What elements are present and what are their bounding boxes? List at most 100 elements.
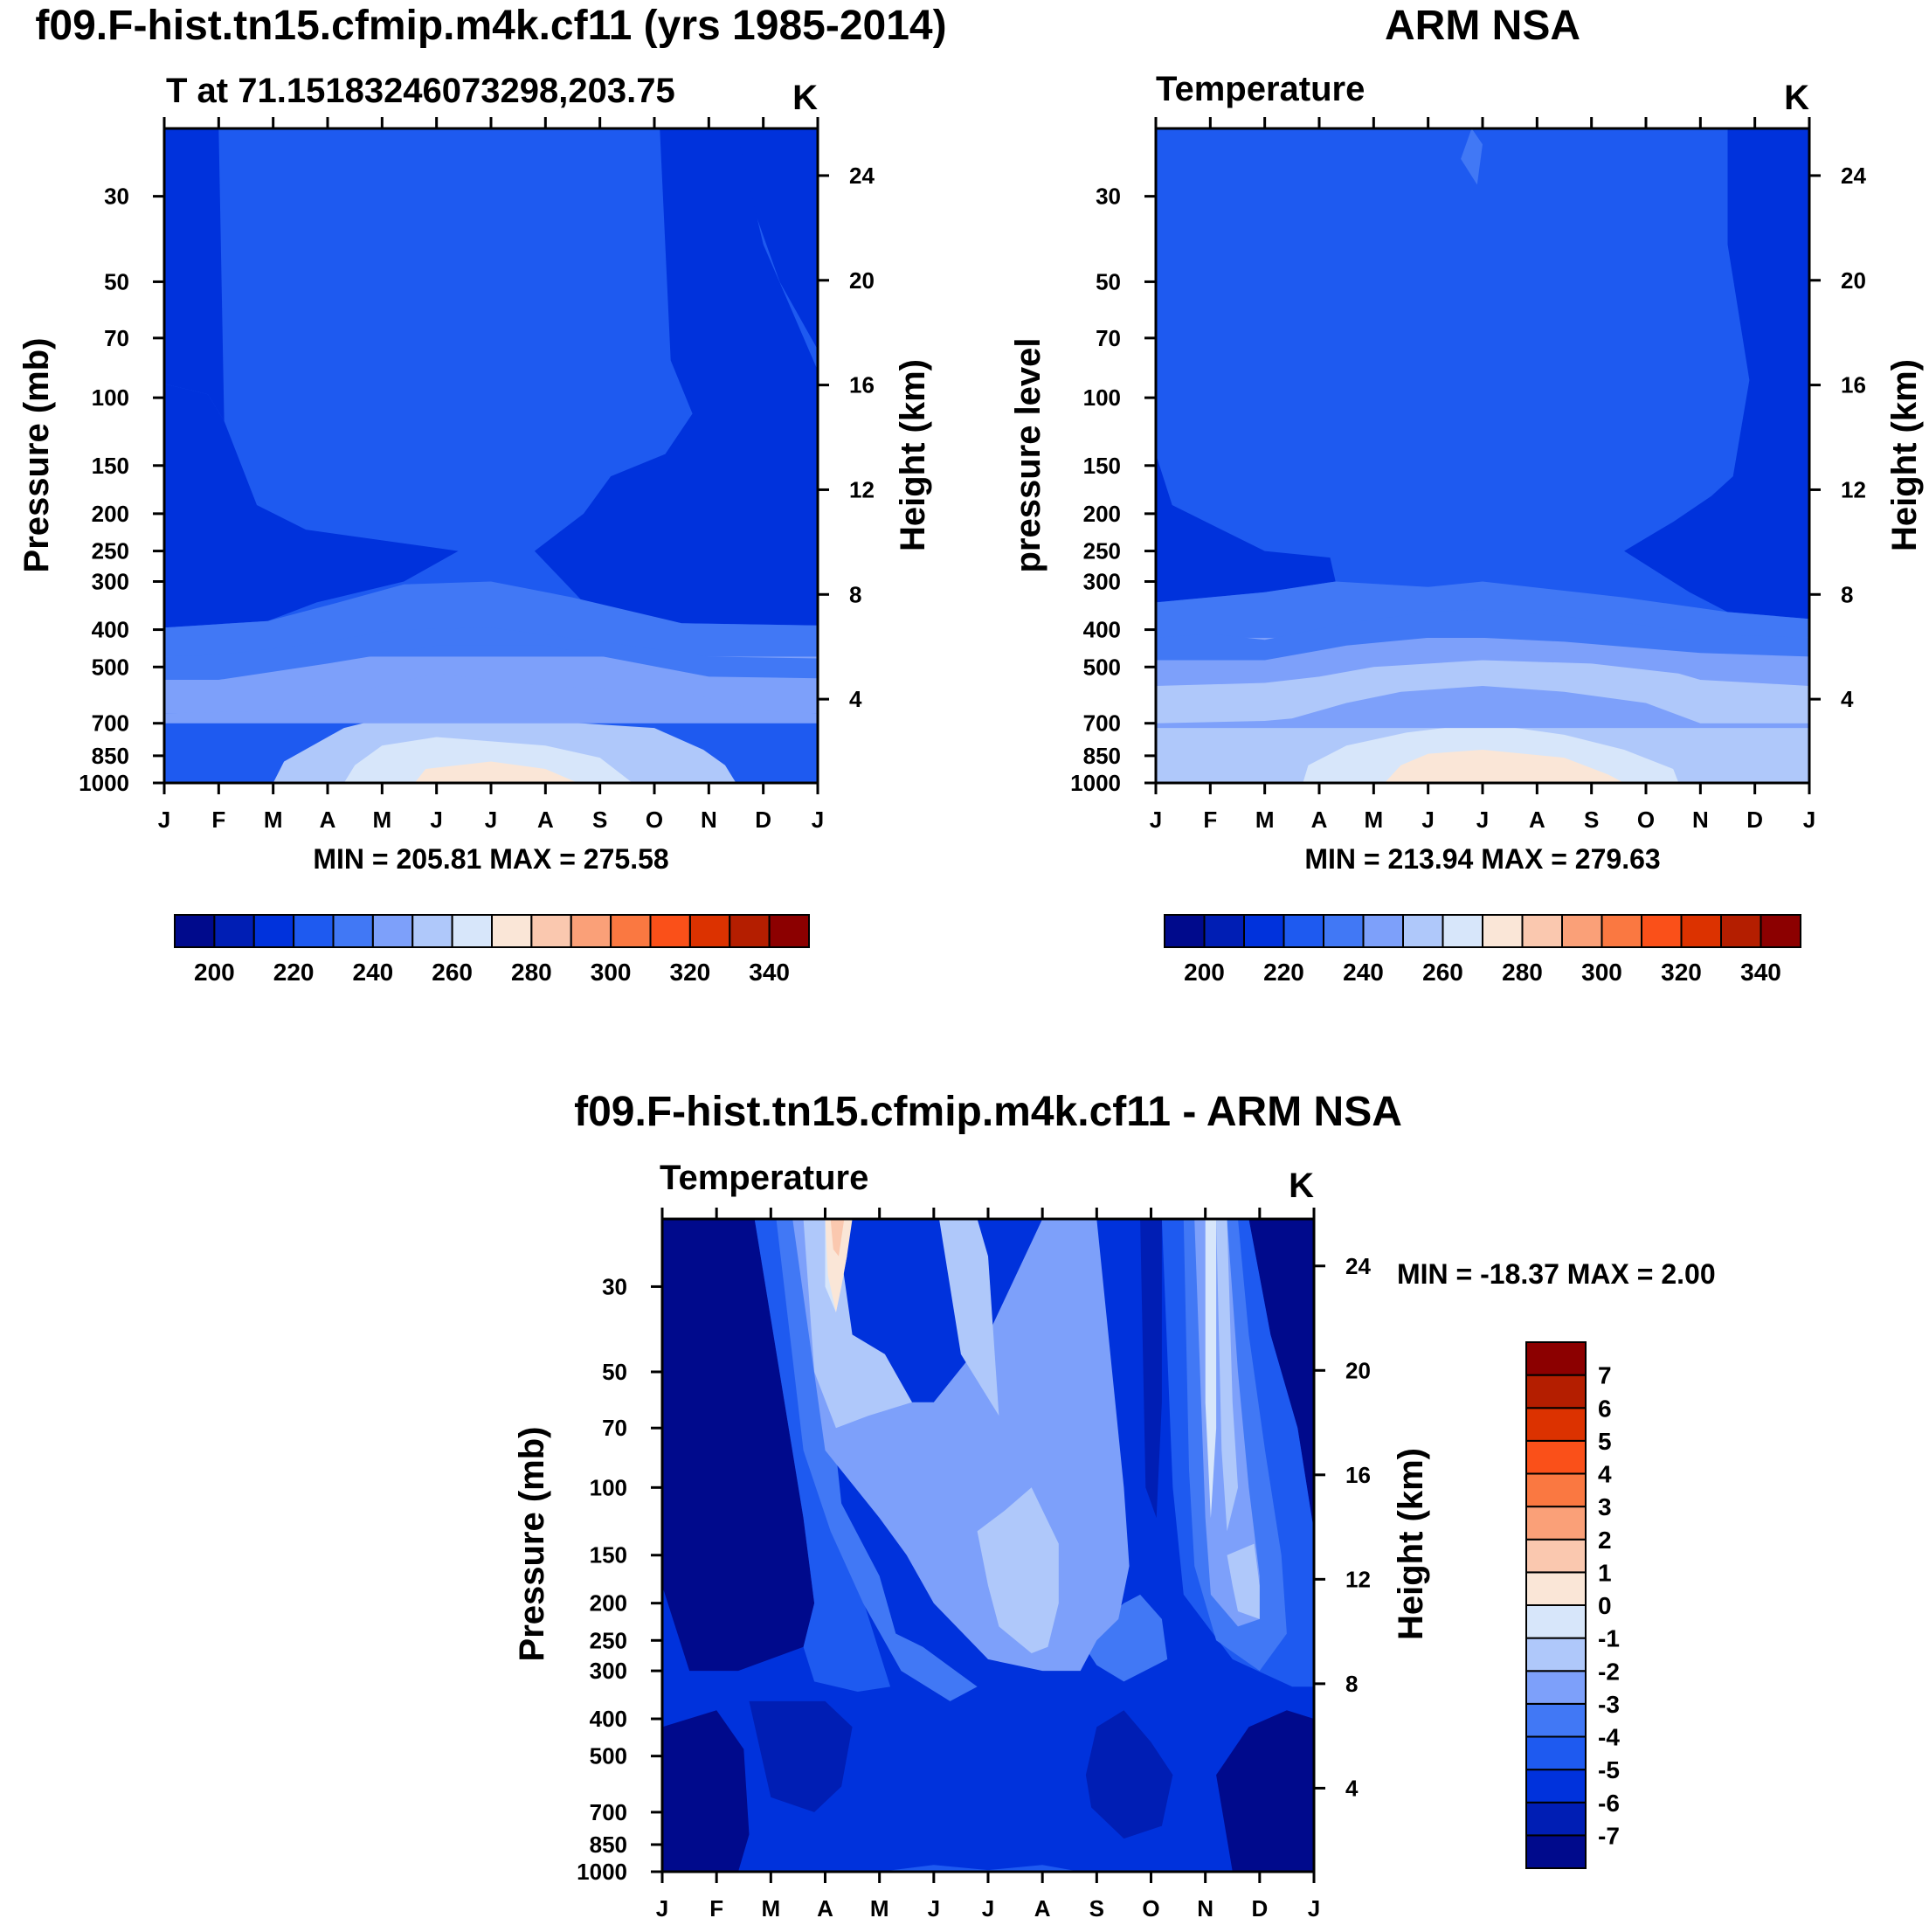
colorbar-label: 320 bbox=[1661, 959, 1702, 986]
height-tick-label: 24 bbox=[1345, 1253, 1371, 1279]
x-tick-label: J bbox=[928, 1895, 940, 1922]
x-tick-label: J bbox=[812, 807, 824, 833]
colorbar-model: 200 220 240 260 280 300 320 340 bbox=[174, 914, 810, 986]
colorbar-label: 1 bbox=[1598, 1559, 1612, 1586]
contour-band-obs-9 bbox=[1384, 750, 1625, 783]
pressure-tick-label: 300 bbox=[590, 1658, 627, 1684]
colorbar-box bbox=[1521, 914, 1563, 948]
contour-band-obs-10 bbox=[1156, 686, 1809, 729]
pressure-tick-label: 300 bbox=[92, 568, 129, 594]
pressure-tick-label: 150 bbox=[92, 453, 129, 479]
colorbar-box bbox=[1525, 1702, 1587, 1738]
colorbar-box bbox=[1720, 914, 1762, 948]
x-tick-label: J bbox=[158, 807, 170, 833]
colorbar-label: 7 bbox=[1598, 1362, 1612, 1389]
panel-model: f09.F-hist.tn15.cfmip.m4k.cf11 (yrs 1985… bbox=[17, 3, 947, 986]
pressure-tick-label: 850 bbox=[92, 743, 129, 769]
pressure-tick-label: 200 bbox=[590, 1590, 627, 1617]
contour-band-diff-5 bbox=[749, 1700, 853, 1812]
y-axis-label-diff: Pressure (mb) bbox=[513, 1427, 551, 1662]
x-tick-label: A bbox=[1034, 1895, 1051, 1922]
colorbar-label: 300 bbox=[1581, 959, 1622, 986]
pressure-tick-label: 50 bbox=[1096, 268, 1121, 294]
colorbar-label: 340 bbox=[749, 959, 790, 986]
colorbar-label: 340 bbox=[1740, 959, 1781, 986]
pressure-tick-label: 100 bbox=[1083, 384, 1121, 411]
height-tick-label: 20 bbox=[1345, 1357, 1371, 1383]
colorbar-label: 2 bbox=[1598, 1527, 1612, 1554]
colorbar-box bbox=[1525, 1374, 1587, 1409]
colorbar-box bbox=[252, 914, 295, 948]
x-tick-label: D bbox=[755, 807, 771, 833]
x-tick-label: S bbox=[1089, 1895, 1104, 1922]
x-tick-label: M bbox=[761, 1895, 780, 1922]
colorbar-box bbox=[1525, 1604, 1587, 1639]
colorbar-box bbox=[610, 914, 652, 948]
pressure-tick-label: 250 bbox=[1083, 538, 1121, 564]
colorbar-box bbox=[1362, 914, 1404, 948]
contour-band-model-7 bbox=[164, 627, 818, 680]
x-tick-label: J bbox=[430, 807, 442, 833]
height-tick-label: 24 bbox=[849, 163, 875, 189]
colorbar-box bbox=[1442, 914, 1483, 948]
pressure-tick-label: 400 bbox=[1083, 617, 1121, 643]
contour-field-model bbox=[164, 128, 818, 783]
colorbar-label: 5 bbox=[1598, 1428, 1612, 1455]
x-tick-label: A bbox=[320, 807, 336, 833]
x-tick-label: M bbox=[870, 1895, 889, 1922]
pressure-tick-label: 700 bbox=[92, 710, 129, 737]
colorbar-label: 260 bbox=[1422, 959, 1463, 986]
pressure-tick-label: 850 bbox=[1083, 743, 1121, 769]
colorbar-box bbox=[1525, 1341, 1587, 1376]
x-tick-label: J bbox=[1803, 807, 1815, 833]
colorbar-box bbox=[1525, 1538, 1587, 1574]
height-tick-label: 12 bbox=[849, 476, 875, 502]
height-tick-label: 20 bbox=[1841, 267, 1866, 294]
colorbar-box bbox=[411, 914, 453, 948]
chart-title-model: f09.F-hist.tn15.cfmip.m4k.cf11 (yrs 1985… bbox=[35, 3, 946, 49]
height-tick-label: 16 bbox=[849, 372, 875, 398]
min-max-stats-diff: MIN = -18.37 MAX = 2.00 bbox=[1397, 1258, 1716, 1290]
height-tick-label: 8 bbox=[1345, 1671, 1358, 1697]
x-tick-label: D bbox=[1251, 1895, 1268, 1922]
colorbar-obs: 200 220 240 260 280 300 320 340 bbox=[1164, 914, 1801, 986]
contour-band-obs-3 bbox=[1461, 128, 1483, 185]
colorbar-label: -7 bbox=[1598, 1822, 1620, 1849]
pressure-tick-label: 500 bbox=[1083, 654, 1121, 680]
chart-title-obs: ARM NSA bbox=[1385, 3, 1580, 49]
colorbar-box bbox=[1243, 914, 1285, 948]
colorbar-label: 220 bbox=[1263, 959, 1304, 986]
x-tick-label: J bbox=[982, 1895, 994, 1922]
contour-band-obs-2 bbox=[1624, 128, 1809, 620]
x-tick-label: A bbox=[817, 1895, 833, 1922]
contour-band-diff-23 bbox=[1205, 1219, 1217, 1519]
colorbar-box bbox=[293, 914, 335, 948]
pressure-tick-label: 400 bbox=[92, 617, 129, 643]
pressure-tick-label: 200 bbox=[92, 501, 129, 527]
colorbar-box bbox=[1283, 914, 1324, 948]
pressure-tick-label: 70 bbox=[104, 325, 129, 351]
colorbar-label: -6 bbox=[1598, 1790, 1620, 1817]
contour-band-diff-4 bbox=[1216, 1710, 1314, 1872]
contour-band-diff-11 bbox=[1080, 1594, 1168, 1682]
height-tick-label: 16 bbox=[1345, 1462, 1371, 1488]
contour-band-obs-1 bbox=[1156, 454, 1336, 603]
colorbar-box bbox=[570, 914, 612, 948]
contour-band-model-11 bbox=[164, 673, 818, 724]
pressure-tick-label: 200 bbox=[1083, 501, 1121, 527]
x-tick-label: O bbox=[1637, 807, 1655, 833]
colorbar-box bbox=[1680, 914, 1722, 948]
x-tick-label: J bbox=[1476, 807, 1489, 833]
pressure-tick-label: 250 bbox=[590, 1627, 627, 1653]
height-tick-label: 12 bbox=[1345, 1566, 1371, 1592]
colorbar-label: 320 bbox=[670, 959, 711, 986]
contour-band-diff-17 bbox=[977, 1487, 1059, 1653]
x-tick-label: A bbox=[1529, 807, 1545, 833]
contour-band-diff-19 bbox=[1227, 1543, 1260, 1619]
pressure-tick-label: 400 bbox=[590, 1706, 627, 1732]
units-label-diff: K bbox=[1289, 1167, 1314, 1205]
colorbar-box bbox=[1525, 1801, 1587, 1837]
contour-band-diff-18 bbox=[1216, 1219, 1238, 1532]
pressure-tick-label: 100 bbox=[92, 384, 129, 411]
left-subtitle-model: T at 71.15183246073298,203.75 bbox=[166, 72, 675, 110]
